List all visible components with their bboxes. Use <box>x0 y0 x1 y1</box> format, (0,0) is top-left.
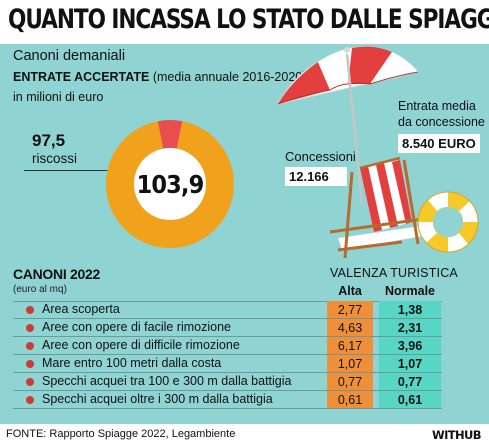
row-divider <box>13 301 442 302</box>
intro-line-3: in milioni di euro <box>13 90 104 104</box>
source-note: FONTE: Rapporto Spiagge 2022, Legambient… <box>6 428 236 440</box>
riscossi-leader-line <box>24 170 128 171</box>
bullet-icon <box>26 324 34 332</box>
cell-normale: 1,07 <box>379 355 441 373</box>
entrata-media-label-2: da concessione <box>398 115 485 129</box>
canoni-table: Area scoperta 2,77 1,38 Aree con opere d… <box>0 301 489 409</box>
valenza-turistica-header: VALENZA TURISTICA <box>330 266 458 280</box>
page-title: QUANTO INCASSA LO STATO DALLE SPIAGGE <box>8 4 489 35</box>
riscossi-label: riscossi <box>32 151 78 166</box>
donut-total-label: 103,9 <box>136 169 205 199</box>
intro-bold: ENTRATE ACCERTATE <box>13 70 150 84</box>
row-label: Area scoperta <box>42 302 120 316</box>
donut-slice-riscossi <box>106 121 234 248</box>
cell-normale: 3,96 <box>379 337 441 355</box>
cell-alta: 0,61 <box>327 391 373 409</box>
donut-hole <box>134 148 206 220</box>
intro-line-1: Canoni demaniali <box>13 48 126 64</box>
bullet-icon <box>26 342 34 350</box>
brand-logo: WITHUB <box>432 428 482 442</box>
table-row: Aree con opere di difficile rimozione 6,… <box>0 337 489 355</box>
table-row: Mare entro 100 metri dalla costa 1,07 1,… <box>0 355 489 373</box>
intro-line-2: ENTRATE ACCERTATE (media annuale 2016-20… <box>13 70 306 84</box>
cell-alta: 2,77 <box>327 301 373 319</box>
concessioni-label: Concessioni <box>285 149 356 164</box>
row-divider <box>13 408 442 409</box>
table-row: Area scoperta 2,77 1,38 <box>0 301 489 319</box>
table-row: Specchi acquei tra 100 e 300 m dalla bat… <box>0 373 489 391</box>
concessioni-value: 12.166 <box>285 167 347 186</box>
cell-alta: 1,07 <box>327 355 373 373</box>
cell-alta: 6,17 <box>327 337 373 355</box>
donut-chart <box>106 120 234 248</box>
bullet-icon <box>26 360 34 368</box>
row-label: Specchi acquei tra 100 e 300 m dalla bat… <box>42 374 292 388</box>
row-divider <box>13 318 442 319</box>
table-row: Aree con opere di facile rimozione 4,63 … <box>0 319 489 337</box>
cell-normale: 2,31 <box>379 319 441 337</box>
entrata-media-label: Entrata media da concessione <box>398 98 485 130</box>
donut-slice-other <box>157 120 183 149</box>
row-label: Specchi acquei oltre i 300 m dalla batti… <box>42 392 273 406</box>
riscossi-value: 97,5 <box>32 131 66 150</box>
bullet-icon <box>26 396 34 404</box>
row-divider <box>13 390 442 391</box>
canoni-subtitle: (euro al mq) <box>13 284 67 295</box>
entrata-media-value: 8.540 EURO <box>398 134 480 153</box>
row-divider <box>13 336 442 337</box>
row-label: Aree con opere di difficile rimozione <box>42 338 240 352</box>
row-divider <box>13 354 442 355</box>
cell-normale: 1,38 <box>379 301 441 319</box>
intro-rest: (media annuale 2016-2020) <box>149 70 307 84</box>
row-label: Mare entro 100 metri dalla costa <box>42 356 222 370</box>
row-label: Aree con opere di facile rimozione <box>42 320 231 334</box>
table-row: Specchi acquei oltre i 300 m dalla batti… <box>0 391 489 409</box>
cell-normale: 0,61 <box>379 391 441 409</box>
column-header-normale: Normale <box>384 284 436 298</box>
entrata-media-label-1: Entrata media <box>398 99 476 113</box>
bullet-icon <box>26 378 34 386</box>
cell-alta: 0,77 <box>327 373 373 391</box>
canoni-title: CANONI 2022 <box>13 266 100 282</box>
bullet-icon <box>26 306 34 314</box>
column-header-alta: Alta <box>338 284 362 298</box>
row-divider <box>13 372 442 373</box>
cell-normale: 0,77 <box>379 373 441 391</box>
cell-alta: 4,63 <box>327 319 373 337</box>
